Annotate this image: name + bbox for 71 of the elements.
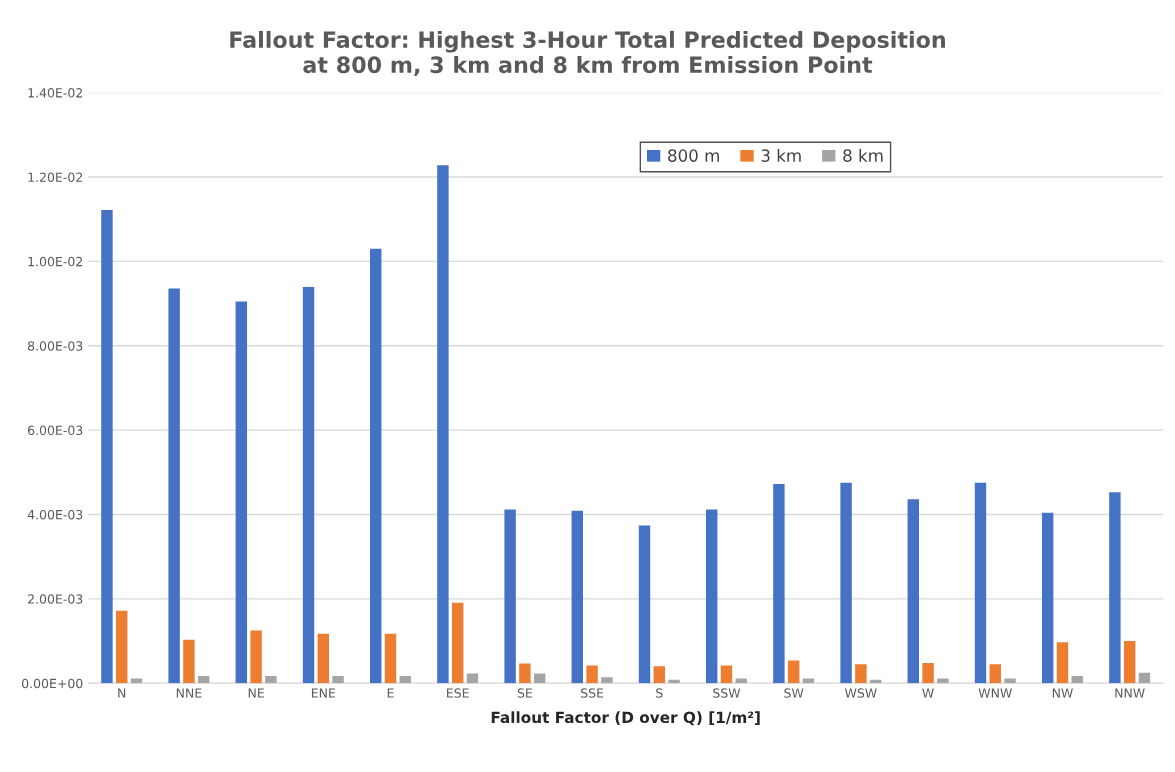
bar bbox=[989, 664, 1001, 684]
x-tick-label: SE bbox=[517, 688, 533, 698]
bar bbox=[101, 209, 113, 684]
bar bbox=[1004, 678, 1016, 684]
bar bbox=[168, 288, 180, 684]
bar bbox=[937, 678, 949, 684]
bar bbox=[197, 676, 210, 684]
bar bbox=[437, 165, 449, 684]
bar bbox=[1056, 642, 1069, 684]
x-tick-label: NW bbox=[1052, 688, 1073, 698]
chart-title: Fallout Factor: Highest 3-Hour Total Predicted Deposition at 800 m, 3 km and 8 km from Emission Point bbox=[230, 30, 945, 76]
bar bbox=[974, 482, 987, 684]
bar bbox=[705, 509, 718, 684]
y-tick-label: 1.00E-02 bbox=[28, 256, 83, 267]
bar bbox=[504, 509, 516, 684]
x-tick-label: N bbox=[118, 688, 126, 698]
x-tick-label: SSE bbox=[581, 688, 604, 698]
bar bbox=[840, 482, 852, 684]
bar bbox=[1041, 512, 1054, 684]
y-tick-label: 1.40E-02 bbox=[28, 88, 83, 98]
bar bbox=[571, 510, 584, 684]
x-axis-title: Fallout Factor (D over Q) [1/m²] bbox=[491, 711, 760, 726]
bar bbox=[601, 677, 613, 684]
bar bbox=[399, 676, 411, 684]
y-tick-label: 2.00E-03 bbox=[28, 594, 83, 604]
bar bbox=[907, 499, 919, 684]
x-tick-label: ENE bbox=[311, 688, 336, 698]
y-tick-label: 4.00E-03 bbox=[27, 509, 83, 520]
x-tick-label: WNW bbox=[978, 688, 1012, 698]
bar bbox=[1071, 676, 1083, 684]
bar bbox=[384, 633, 397, 684]
bar bbox=[787, 660, 800, 684]
x-tick-label: ESE bbox=[447, 688, 469, 698]
bar bbox=[235, 301, 248, 684]
bar bbox=[265, 676, 277, 684]
bar bbox=[451, 602, 464, 684]
bar bbox=[720, 665, 733, 684]
bar bbox=[855, 664, 867, 684]
bar bbox=[302, 287, 315, 684]
x-tick-label: SW bbox=[784, 688, 804, 698]
bar bbox=[250, 630, 262, 684]
legend-label: 800 m bbox=[668, 149, 719, 162]
x-tick-label: NNW bbox=[1115, 688, 1145, 698]
legend-label: 3 km bbox=[761, 148, 801, 162]
x-tick-label: WSW bbox=[844, 688, 877, 698]
bar bbox=[668, 679, 680, 684]
bar bbox=[116, 610, 128, 684]
x-tick-label: E bbox=[387, 688, 394, 698]
x-tick-label: S bbox=[656, 688, 663, 698]
legend-label: 8 km bbox=[843, 148, 883, 162]
x-tick-label: NNE bbox=[176, 688, 202, 698]
y-tick-label: 0.00E+00 bbox=[21, 678, 83, 689]
bar bbox=[638, 525, 651, 684]
bar bbox=[1123, 641, 1136, 684]
bar bbox=[370, 248, 382, 684]
bar bbox=[183, 639, 195, 684]
y-tick-label: 8.00E-03 bbox=[27, 341, 83, 351]
bar bbox=[1109, 492, 1121, 684]
y-tick-label: 6.00E-03 bbox=[27, 425, 83, 436]
x-tick-label: W bbox=[922, 688, 934, 698]
bar bbox=[332, 676, 344, 684]
bar bbox=[586, 665, 598, 684]
bar bbox=[653, 666, 665, 684]
x-tick-label: NE bbox=[248, 688, 264, 698]
bar bbox=[1138, 672, 1151, 684]
bar bbox=[519, 663, 531, 684]
bar bbox=[317, 633, 330, 684]
y-tick-label: 1.20E-02 bbox=[28, 172, 83, 182]
bar bbox=[773, 484, 785, 684]
bar bbox=[922, 662, 934, 684]
x-tick-label: SSW bbox=[713, 688, 741, 698]
